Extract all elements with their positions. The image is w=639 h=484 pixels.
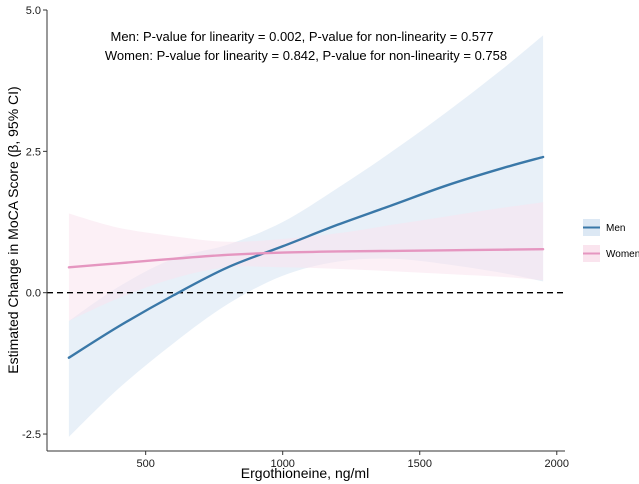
series-line-women [67,248,545,269]
legend-label-women: Women [606,249,639,260]
y-axis-title: Estimated Change in MoCA Score (β, 95% C… [5,86,21,373]
legend-label-men: Men [606,223,625,234]
x-tick-label: 1000 [270,458,294,470]
annotation-women: Women: P-value for linearity = 0.842, P-… [105,48,507,63]
x-axis-title: Ergothioneine, ng/ml [241,465,369,481]
ci-band-women [68,202,544,321]
x-tick-label: 2000 [545,458,569,470]
x-tick-label: 1500 [407,458,431,470]
legend: Men Women [583,219,639,262]
annotation-men: Men: P-value for linearity = 0.002, P-va… [111,29,494,44]
series-line-men [67,155,545,359]
y-tick-label: 2.5 [26,146,41,158]
y-axis-ticks: -2.5 0.0 2.5 5.0 [22,5,47,441]
y-tick-label: 5.0 [26,5,41,17]
y-tick-label: 0.0 [26,288,41,300]
x-tick-label: 500 [136,458,154,470]
y-tick-label: -2.5 [22,429,41,441]
series-lines [67,155,545,359]
x-axis-ticks: 500 1000 1500 2000 [136,451,569,470]
